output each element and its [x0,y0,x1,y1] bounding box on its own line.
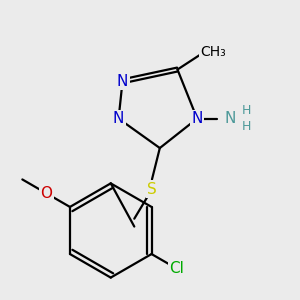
Text: O: O [40,186,52,201]
Text: S: S [147,182,157,197]
Text: Cl: Cl [169,261,184,276]
Text: CH₃: CH₃ [200,45,226,59]
Text: N: N [117,74,128,89]
Text: N: N [225,111,236,126]
Text: N: N [113,111,124,126]
Text: N: N [191,111,203,126]
Text: H: H [242,120,251,133]
Text: H: H [242,104,251,117]
